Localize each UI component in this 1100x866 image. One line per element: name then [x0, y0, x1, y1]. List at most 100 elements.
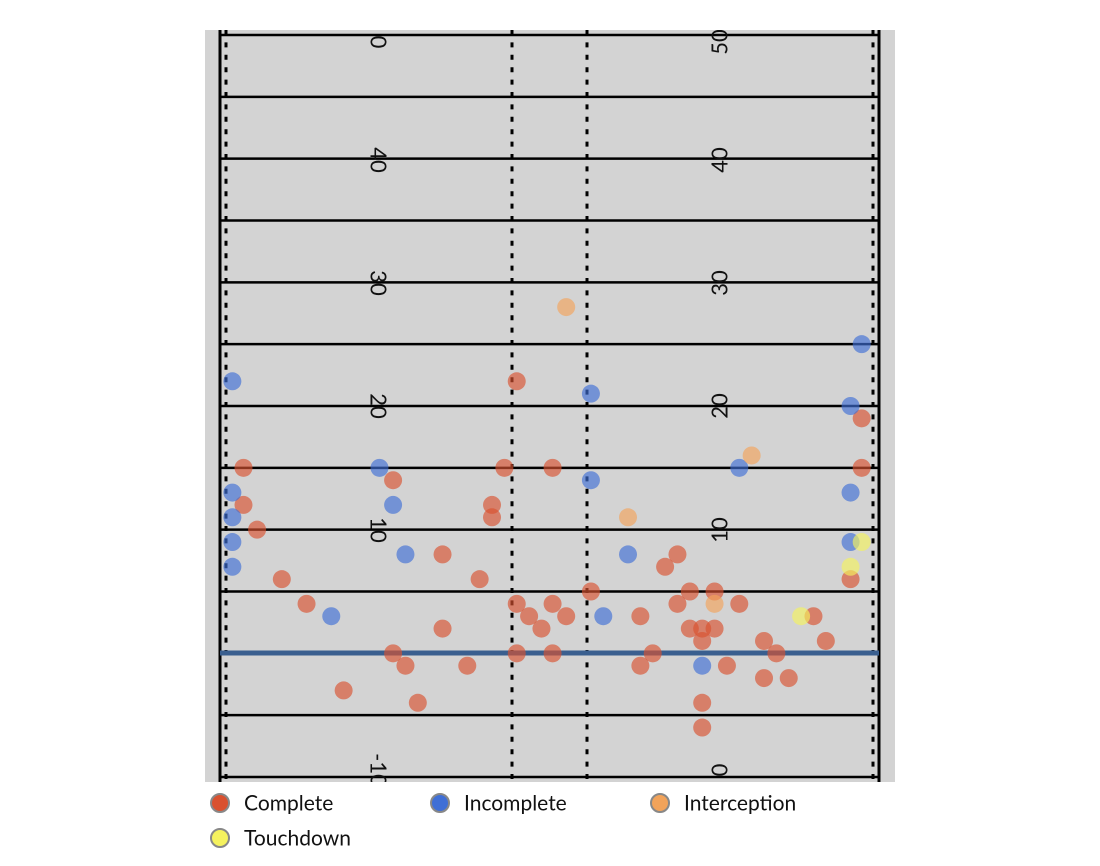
pass-point — [631, 656, 650, 675]
pass-point — [643, 644, 662, 663]
pass-point — [841, 557, 860, 576]
pass-point — [693, 718, 712, 737]
pass-point — [656, 557, 675, 576]
legend-label: Interception — [684, 790, 796, 815]
pass-point — [619, 508, 638, 527]
pass-point — [730, 594, 749, 613]
pass-point — [852, 458, 871, 477]
field-number: 0 — [706, 763, 733, 776]
pass-point — [705, 582, 724, 601]
pass-point — [543, 594, 562, 613]
pass-point — [557, 607, 576, 626]
pass-point — [631, 607, 650, 626]
pass-point — [223, 508, 242, 527]
pass-point — [520, 607, 539, 626]
field-number: 10 — [706, 517, 733, 543]
field-lines — [218, 30, 881, 782]
field-number: 30 — [706, 270, 733, 296]
legend-marker — [210, 793, 230, 813]
pass-point — [322, 607, 341, 626]
pass-point — [852, 533, 871, 552]
pass-point — [234, 495, 253, 514]
pass-point — [668, 545, 687, 564]
pass-point — [792, 607, 811, 626]
pass-point — [396, 545, 415, 564]
pass-point — [384, 644, 403, 663]
pass-point — [483, 495, 502, 514]
pass-point — [495, 458, 514, 477]
pass-point — [507, 644, 526, 663]
pass-point — [693, 631, 712, 650]
pass-point — [543, 644, 562, 663]
legend-marker — [210, 828, 230, 848]
pass-point — [755, 631, 774, 650]
field-numbers: 0 40 30 20 10 -10 50 40 30 20 10 0 — [365, 29, 733, 787]
pass-point — [852, 335, 871, 354]
pass-point — [594, 607, 613, 626]
pass-point — [223, 533, 242, 552]
pass-point — [816, 631, 835, 650]
pass-point — [693, 656, 712, 675]
pass-point — [619, 545, 638, 564]
pass-point — [730, 458, 749, 477]
pass-point — [532, 619, 551, 638]
pass-point — [223, 483, 242, 502]
pass-point — [458, 656, 477, 675]
legend-label: Touchdown — [244, 825, 351, 850]
pass-point — [717, 656, 736, 675]
pass-point — [705, 594, 724, 613]
field-number: -10 — [365, 753, 392, 787]
pass-point — [742, 446, 761, 465]
field-number: 40 — [706, 147, 733, 173]
pass-point — [334, 681, 353, 700]
pass-point — [693, 619, 712, 638]
field-number: 0 — [365, 36, 392, 49]
points — [223, 298, 871, 737]
pass-point — [557, 298, 576, 317]
pass-point — [581, 384, 600, 403]
pass-point — [248, 520, 267, 539]
legend-marker — [430, 793, 450, 813]
pass-point — [483, 508, 502, 527]
pass-point — [396, 656, 415, 675]
pass-point — [543, 458, 562, 477]
field-number: 20 — [706, 393, 733, 419]
pass-point — [680, 582, 699, 601]
pass-point — [841, 570, 860, 589]
pass-point — [297, 594, 316, 613]
pass-point — [581, 582, 600, 601]
pass-point — [234, 458, 253, 477]
pass-point — [804, 607, 823, 626]
pass-point — [841, 397, 860, 415]
pass-point — [433, 619, 452, 638]
pass-point — [370, 458, 389, 477]
legend-label: Complete — [244, 790, 333, 815]
pass-point — [223, 557, 242, 576]
legend-label: Incomplete — [464, 790, 567, 815]
field-number: 10 — [365, 517, 392, 543]
pass-point — [705, 619, 724, 638]
pass-point — [755, 669, 774, 688]
pass-point — [779, 669, 798, 688]
field-number: 40 — [365, 147, 392, 173]
pass-point — [581, 471, 600, 490]
pass-point — [841, 483, 860, 502]
pass-point — [668, 594, 687, 613]
pass-point — [693, 693, 712, 712]
field-number: 50 — [706, 29, 733, 55]
pass-point — [384, 495, 403, 514]
pass-point — [384, 471, 403, 490]
pass-point — [507, 594, 526, 613]
field-number: 20 — [365, 393, 392, 419]
pass-point — [408, 693, 427, 712]
pass-point — [507, 372, 526, 391]
pass-point — [470, 570, 489, 589]
pass-point — [223, 372, 242, 391]
pass-point — [272, 570, 291, 589]
pass-point — [680, 619, 699, 638]
field-number: 30 — [365, 270, 392, 296]
pass-point — [852, 409, 871, 428]
legend-marker — [650, 793, 670, 813]
legend: Complete Incomplete Interception Touchdown — [210, 790, 796, 850]
